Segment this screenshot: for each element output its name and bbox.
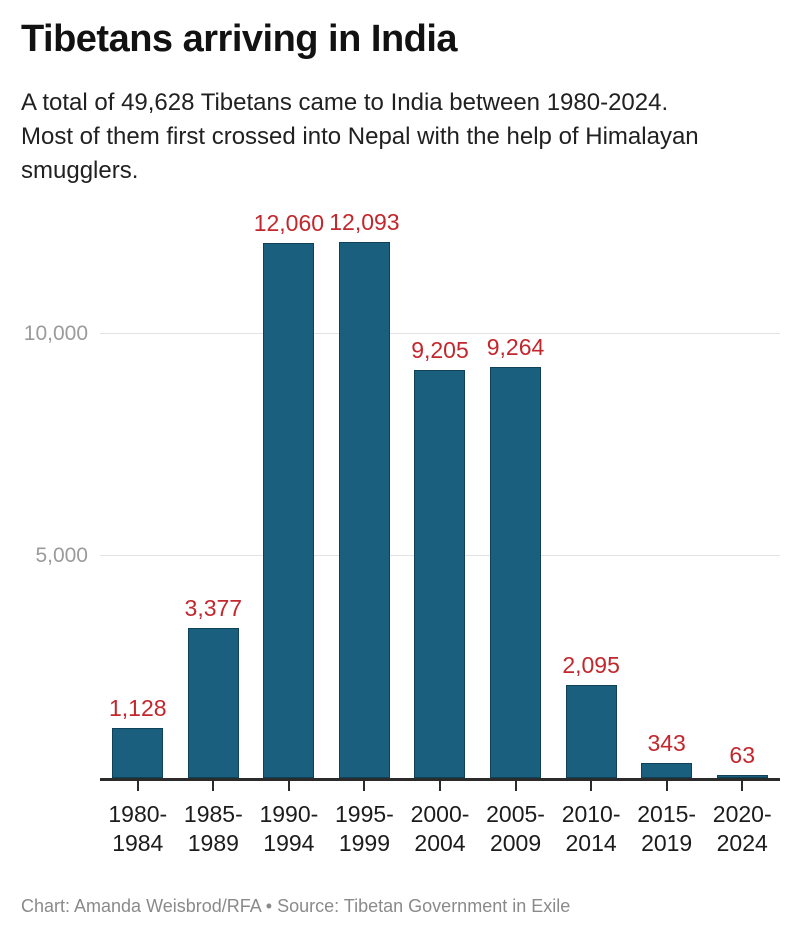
axis-tick [363,781,366,791]
y-axis: 5,000 10,000 [0,220,88,778]
subtitle-line: A total of 49,628 Tibetans came to India… [21,89,669,116]
bar [565,685,617,778]
bar-column: 9,264 2005- 2009 [478,220,554,880]
bar-column: 2,095 2010- 2014 [553,220,629,880]
x-tick-label: 2005- 2009 [472,800,560,858]
x-tick-label: 1995- 1999 [321,800,409,858]
chart-subtitle: A total of 49,628 Tibetans came to India… [21,86,793,188]
x-tick-label-line: 1989 [187,830,239,856]
bar-value-label: 63 [729,742,755,769]
x-tick-label-line: 1980- [108,801,168,827]
bar [641,762,693,778]
axis-tick [741,781,744,791]
chart-title: Tibetans arriving in India [21,18,458,60]
x-tick-label-line: 2019 [641,830,693,856]
bar [187,628,239,778]
x-tick-label-line: 2020- [712,801,772,827]
subtitle-line: Most of them first crossed into Nepal wi… [21,123,699,150]
x-tick-label: 2000- 2004 [396,800,484,858]
axis-tick [212,781,215,791]
x-tick-label-line: 2010- [561,801,621,827]
bar-value-label: 2,095 [562,652,620,679]
x-tick-label: 2020- 2024 [698,800,786,858]
bar-column: 3,377 1985- 1989 [176,220,252,880]
x-tick-label-line: 2004 [414,830,466,856]
bar [716,775,768,778]
axis-tick [136,781,139,791]
subtitle-line: smugglers. [21,157,139,184]
bar-value-label: 12,093 [329,208,400,235]
x-tick-label-line: 1995- [335,801,394,827]
axis-tick [665,781,668,791]
x-tick-label-line: 1994 [263,830,315,856]
bar-value-label: 9,205 [411,336,469,363]
x-tick-label: 2015- 2019 [623,800,711,858]
x-tick-label: 1985- 1989 [170,800,258,858]
bar-column: 9,205 2000- 2004 [402,220,478,880]
x-tick-label-line: 1990- [259,801,319,827]
x-tick-label-line: 1999 [338,830,391,856]
x-tick-label-line: 2015- [637,801,697,827]
bar [263,243,315,778]
credit-line: Chart: Amanda Weisbrod/RFA • Source: Tib… [21,896,571,916]
x-tick-label: 1980- 1984 [94,800,182,858]
bar [414,369,466,778]
x-tick-label-line: 1984 [112,830,164,856]
x-tick-label-line: 2014 [565,830,617,856]
x-tick-label-line: 2000- [410,801,470,827]
bar-chart-plot: 1,128 1980- 1984 3,377 1985- 1989 12,060 1990- 1… [100,209,780,880]
x-axis-line [100,778,780,781]
x-tick-label-line: 1985- [183,801,243,827]
x-tick-label: 2010- 2014 [547,800,635,858]
bar-value-label: 343 [647,729,686,756]
x-tick-label-line: 2005- [486,801,545,827]
axis-tick [590,781,593,791]
gridline [100,333,780,335]
bar-column: 1,128 1980- 1984 [100,220,176,880]
x-tick-label-line: 2024 [716,830,768,856]
axis-tick [438,781,441,791]
bar-column: 12,093 1995- 1999 [327,209,403,880]
bar [490,367,542,778]
bar-column: 343 2015- 2019 [629,220,705,880]
bar [338,241,390,778]
bar-column: 63 2020- 2024 [704,220,780,880]
bar-column: 12,060 1990- 1994 [251,210,327,880]
axis-tick [287,781,290,791]
bar-value-label: 12,060 [253,210,325,237]
x-tick-label-line: 2009 [489,830,542,856]
bar-value-label: 9,264 [486,334,545,361]
y-tick-label: 5,000 [35,544,88,568]
y-tick-label: 10,000 [23,322,88,346]
axis-tick [514,781,517,791]
bar-value-label: 1,128 [108,694,167,721]
x-tick-label: 1990- 1994 [245,800,333,858]
bar [112,727,164,778]
bar-value-label: 3,377 [184,595,243,622]
